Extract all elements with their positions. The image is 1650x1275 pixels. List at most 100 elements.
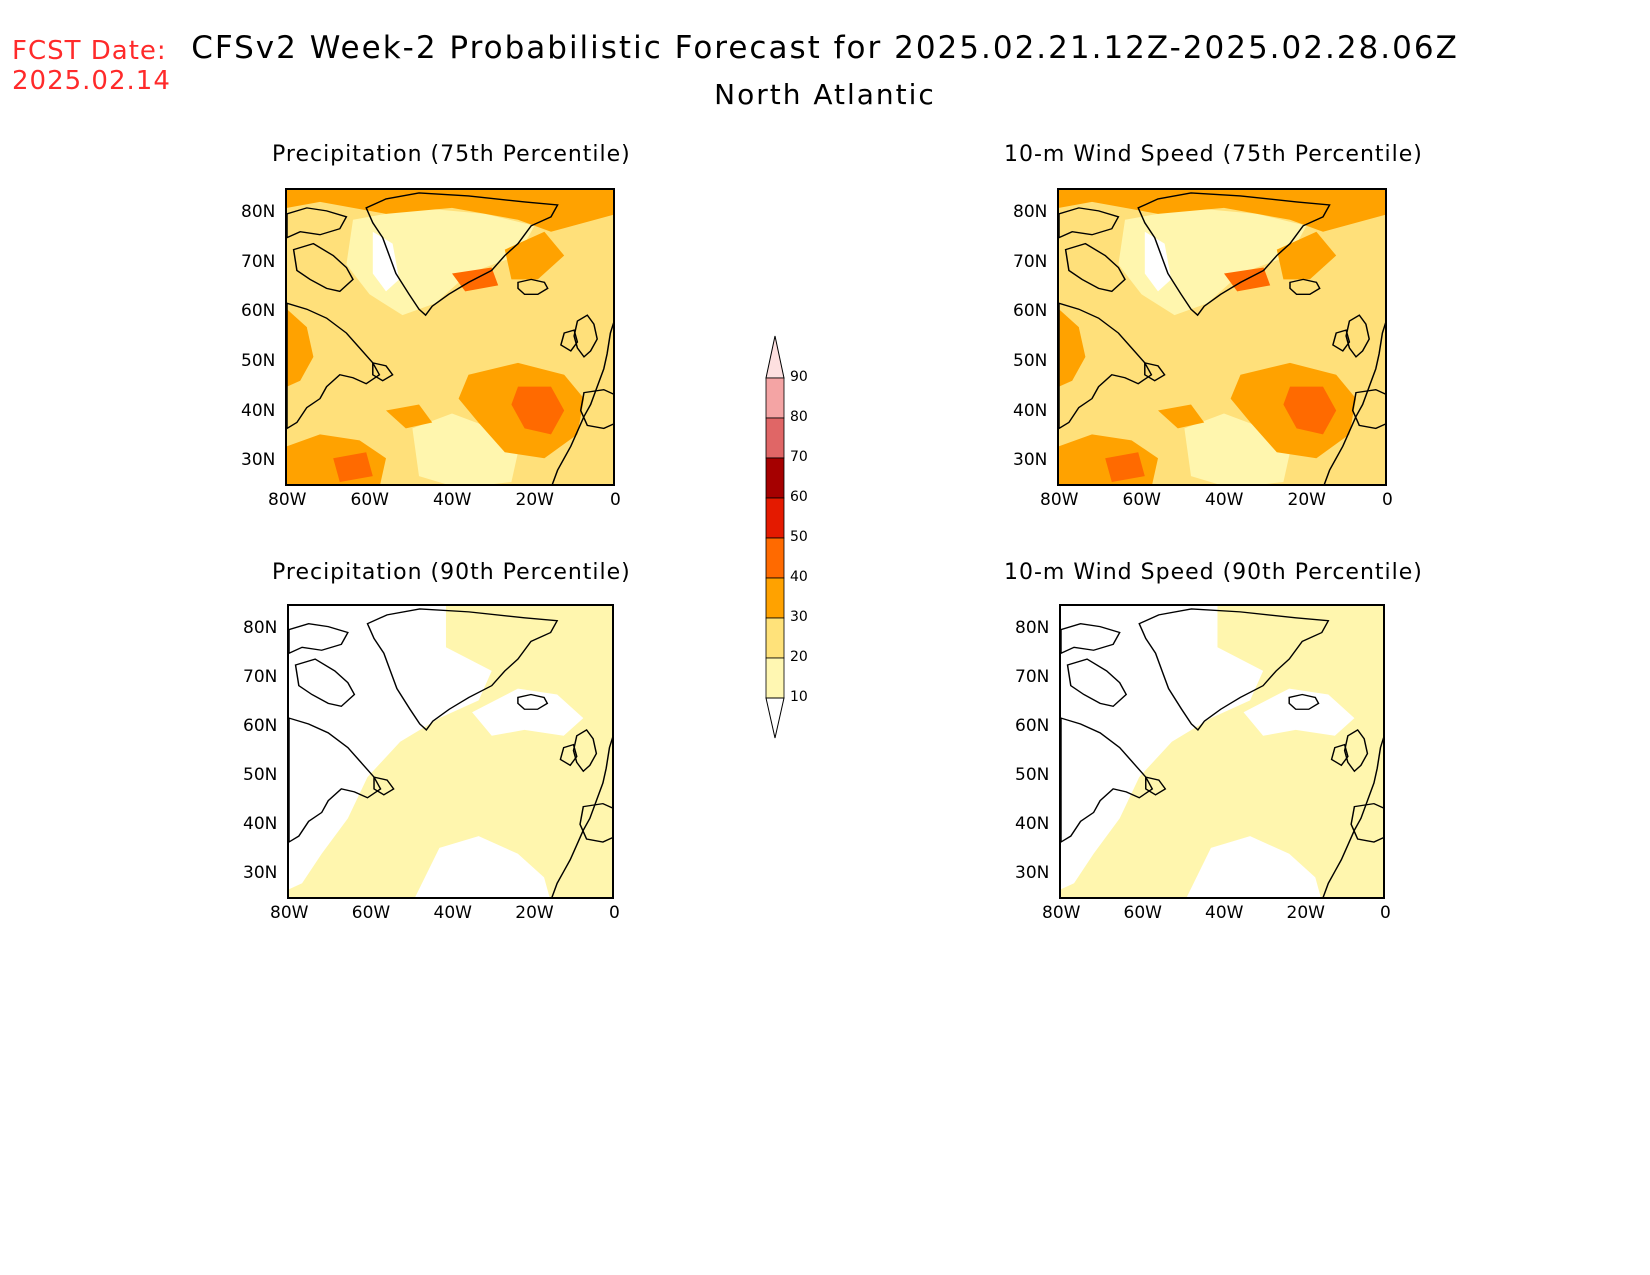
lat-tick-label: 50N bbox=[1015, 765, 1050, 786]
lon-tick-label: 60W bbox=[350, 490, 389, 510]
lat-tick-label: 50N bbox=[243, 765, 278, 786]
colorbar-label: 40 bbox=[790, 569, 808, 585]
fcst-date-block: FCST Date: 2025.02.14 bbox=[12, 36, 171, 96]
colorbar-swatch bbox=[765, 537, 785, 579]
colorbar-label: 10 bbox=[790, 689, 808, 705]
probability-contour bbox=[1276, 231, 1337, 280]
colorbar-swatch bbox=[765, 457, 785, 499]
probability-contour bbox=[333, 452, 373, 483]
coastline-greenland bbox=[366, 608, 559, 731]
lat-tick-label: 70N bbox=[1015, 666, 1050, 687]
no-signal-area bbox=[415, 836, 550, 897]
probability-contour bbox=[511, 386, 565, 435]
coastline-greenland bbox=[365, 192, 559, 317]
coastline-labrador bbox=[1061, 717, 1154, 843]
colorbar-label: 90 bbox=[790, 369, 808, 385]
coastline-iceland bbox=[517, 278, 549, 295]
lat-tick-label: 60N bbox=[1015, 715, 1050, 736]
coastline-ireland bbox=[559, 743, 578, 767]
map-precip-75 bbox=[285, 188, 615, 486]
probability-contour bbox=[1105, 452, 1145, 483]
lon-tick-label: 0 bbox=[1382, 490, 1393, 510]
lat-tick-label: 80N bbox=[243, 617, 278, 638]
panel-title: 10-m Wind Speed (90th Percentile) bbox=[1004, 560, 1423, 585]
coastline-europe bbox=[551, 322, 613, 484]
coastline-iceland bbox=[1289, 278, 1321, 295]
coastline-britain bbox=[1343, 728, 1369, 773]
probability-contour bbox=[287, 190, 613, 232]
lat-tick-label: 40N bbox=[243, 814, 278, 835]
probability-contour bbox=[1059, 309, 1086, 387]
coastline-ireland bbox=[1332, 329, 1351, 352]
coastline-britain bbox=[572, 728, 598, 773]
lat-tick-label: 40N bbox=[241, 400, 276, 421]
lat-tick-label: 70N bbox=[243, 666, 278, 687]
probability-contour bbox=[1059, 190, 1385, 232]
lat-tick-label: 30N bbox=[241, 450, 276, 471]
coastline-ireland bbox=[1330, 743, 1349, 767]
map-canvas bbox=[1061, 606, 1383, 897]
colorbar-label: 50 bbox=[790, 529, 808, 545]
coastline-iberia bbox=[1351, 388, 1385, 430]
lon-tick-label: 40W bbox=[433, 903, 472, 923]
lon-tick-label: 20W bbox=[1286, 903, 1325, 923]
colorbar-swatch bbox=[765, 577, 785, 619]
coastline-newfoundland bbox=[1145, 776, 1167, 796]
lat-tick-label: 30N bbox=[1013, 450, 1048, 471]
fcst-date-label: FCST Date: bbox=[12, 36, 167, 66]
coastline-baffin bbox=[1064, 242, 1126, 293]
no-signal-area bbox=[372, 231, 400, 292]
coastline-europe bbox=[1322, 737, 1383, 897]
lon-tick-label: 40W bbox=[433, 490, 472, 510]
lat-tick-label: 80N bbox=[1013, 201, 1048, 222]
no-signal-area bbox=[289, 606, 492, 890]
lon-tick-label: 60W bbox=[351, 903, 391, 923]
probability-contour bbox=[1118, 207, 1307, 316]
coastline-baffin bbox=[294, 658, 356, 708]
lat-tick-label: 70N bbox=[241, 251, 276, 272]
lon-tick-label: 80W bbox=[268, 490, 307, 510]
colorbar-top-arrow bbox=[765, 335, 785, 379]
coastline-iberia bbox=[579, 388, 613, 430]
lat-tick-label: 30N bbox=[1015, 863, 1050, 884]
coastline-ireland bbox=[560, 329, 579, 352]
lon-tick-label: 0 bbox=[609, 903, 620, 923]
main-title: CFSv2 Week-2 Probabilistic Forecast for … bbox=[191, 30, 1459, 66]
coastline-newfoundland bbox=[1144, 361, 1166, 382]
lon-tick-label: 20W bbox=[515, 490, 554, 510]
lon-tick-label: 0 bbox=[1380, 903, 1391, 923]
panel-title: Precipitation (90th Percentile) bbox=[272, 560, 631, 585]
lon-tick-label: 80W bbox=[270, 903, 309, 923]
coastline-baffin bbox=[292, 242, 354, 293]
colorbar-svg bbox=[765, 335, 785, 739]
lat-tick-label: 60N bbox=[241, 301, 276, 322]
lon-tick-label: 0 bbox=[610, 490, 621, 510]
panel-title: Precipitation (75th Percentile) bbox=[272, 142, 631, 167]
colorbar-swatch bbox=[765, 657, 785, 699]
no-signal-area bbox=[1243, 688, 1355, 736]
map-wind-75 bbox=[1057, 188, 1387, 486]
coastline-britain bbox=[1345, 314, 1370, 358]
lon-tick-label: 60W bbox=[1123, 903, 1162, 923]
colorbar-label: 70 bbox=[790, 449, 808, 465]
panel-title: 10-m Wind Speed (75th Percentile) bbox=[1004, 142, 1423, 167]
map-wind-90 bbox=[1059, 604, 1385, 899]
no-signal-area bbox=[1144, 231, 1172, 292]
lat-tick-label: 80N bbox=[1015, 617, 1050, 638]
lat-tick-label: 30N bbox=[243, 863, 278, 884]
colorbar-label: 80 bbox=[790, 409, 808, 425]
coastline-labrador bbox=[289, 717, 382, 843]
colorbar-swatch bbox=[765, 497, 785, 539]
no-signal-area bbox=[472, 688, 584, 736]
lat-tick-label: 70N bbox=[1013, 251, 1048, 272]
region-subtitle: North Atlantic bbox=[714, 78, 936, 111]
coastline-baffin bbox=[1066, 658, 1128, 708]
coastline-greenland bbox=[1138, 608, 1330, 731]
lon-tick-label: 40W bbox=[1205, 903, 1244, 923]
coastline-europe bbox=[1323, 322, 1385, 484]
coastline-labrador bbox=[1059, 302, 1153, 430]
lon-tick-label: 80W bbox=[1040, 490, 1079, 510]
map-precip-90 bbox=[287, 604, 614, 899]
lon-tick-label: 20W bbox=[1287, 490, 1326, 510]
lon-tick-label: 60W bbox=[1122, 490, 1161, 510]
